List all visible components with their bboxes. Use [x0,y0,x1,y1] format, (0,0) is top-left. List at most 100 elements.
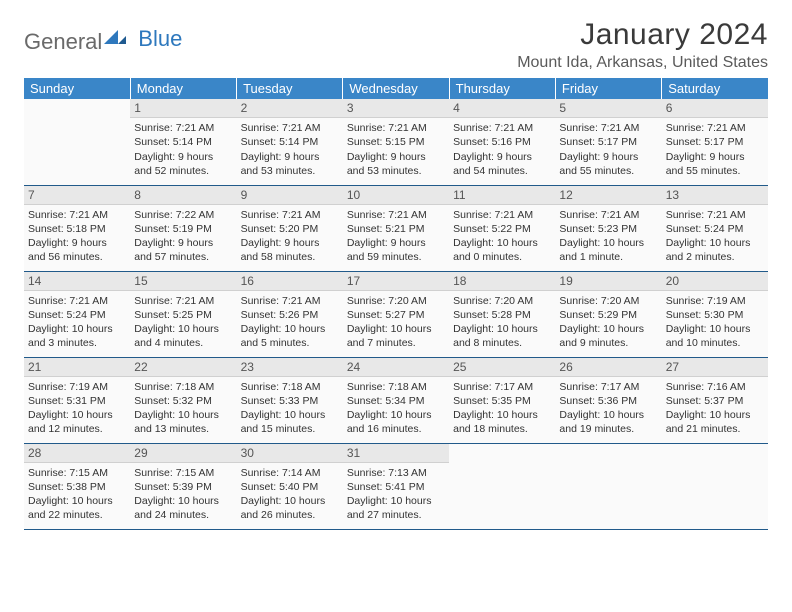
daylight-text: and 19 minutes. [559,422,657,436]
day-cell: 19Sunrise: 7:20 AMSunset: 5:29 PMDayligh… [555,271,661,357]
daylight-text: and 26 minutes. [241,508,339,522]
sunrise-text: Sunrise: 7:21 AM [453,121,551,135]
daylight-text: and 13 minutes. [134,422,232,436]
sunrise-text: Sunrise: 7:16 AM [666,380,764,394]
day-number: 11 [449,186,555,205]
day-number: 6 [662,99,768,118]
day-cell [449,443,555,529]
daylight-text: Daylight: 10 hours [666,322,764,336]
daylight-text: Daylight: 10 hours [134,408,232,422]
sunset-text: Sunset: 5:34 PM [347,394,445,408]
sunset-text: Sunset: 5:25 PM [134,308,232,322]
day-number: 2 [237,99,343,118]
sunset-text: Sunset: 5:39 PM [134,480,232,494]
daylight-text: Daylight: 10 hours [134,494,232,508]
day-cell: 16Sunrise: 7:21 AMSunset: 5:26 PMDayligh… [237,271,343,357]
dow-row: Sunday Monday Tuesday Wednesday Thursday… [24,78,768,99]
day-cell [555,443,661,529]
day-number: 5 [555,99,661,118]
daylight-text: and 52 minutes. [134,164,232,178]
sunset-text: Sunset: 5:41 PM [347,480,445,494]
day-cell: 11Sunrise: 7:21 AMSunset: 5:22 PMDayligh… [449,185,555,271]
sunset-text: Sunset: 5:22 PM [453,222,551,236]
sunset-text: Sunset: 5:14 PM [241,135,339,149]
sunrise-text: Sunrise: 7:18 AM [347,380,445,394]
sunrise-text: Sunrise: 7:17 AM [453,380,551,394]
daylight-text: and 27 minutes. [347,508,445,522]
day-cell: 25Sunrise: 7:17 AMSunset: 5:35 PMDayligh… [449,357,555,443]
daylight-text: and 21 minutes. [666,422,764,436]
dow-sun: Sunday [24,78,130,99]
dow-tue: Tuesday [237,78,343,99]
daylight-text: and 3 minutes. [28,336,126,350]
daylight-text: and 24 minutes. [134,508,232,522]
sunset-text: Sunset: 5:32 PM [134,394,232,408]
sunrise-text: Sunrise: 7:21 AM [347,121,445,135]
daylight-text: Daylight: 10 hours [28,322,126,336]
location: Mount Ida, Arkansas, United States [517,54,768,72]
day-number: 1 [130,99,236,118]
week-row: 21Sunrise: 7:19 AMSunset: 5:31 PMDayligh… [24,357,768,443]
sunrise-text: Sunrise: 7:18 AM [134,380,232,394]
sunrise-text: Sunrise: 7:19 AM [666,294,764,308]
sunrise-text: Sunrise: 7:20 AM [559,294,657,308]
daylight-text: and 5 minutes. [241,336,339,350]
day-cell: 1Sunrise: 7:21 AMSunset: 5:14 PMDaylight… [130,99,236,185]
dow-wed: Wednesday [343,78,449,99]
title-block: January 2024 Mount Ida, Arkansas, United… [517,18,768,72]
sunset-text: Sunset: 5:27 PM [347,308,445,322]
day-number: 24 [343,358,449,377]
day-cell: 21Sunrise: 7:19 AMSunset: 5:31 PMDayligh… [24,357,130,443]
day-number: 4 [449,99,555,118]
daylight-text: Daylight: 10 hours [453,236,551,250]
sunrise-text: Sunrise: 7:13 AM [347,466,445,480]
day-number: 23 [237,358,343,377]
daylight-text: Daylight: 10 hours [28,408,126,422]
daylight-text: Daylight: 9 hours [134,236,232,250]
sunset-text: Sunset: 5:14 PM [134,135,232,149]
sunset-text: Sunset: 5:20 PM [241,222,339,236]
day-number: 3 [343,99,449,118]
day-number: 21 [24,358,130,377]
daylight-text: Daylight: 9 hours [666,150,764,164]
daylight-text: and 15 minutes. [241,422,339,436]
sunset-text: Sunset: 5:17 PM [666,135,764,149]
daylight-text: and 12 minutes. [28,422,126,436]
day-cell: 2Sunrise: 7:21 AMSunset: 5:14 PMDaylight… [237,99,343,185]
sunset-text: Sunset: 5:24 PM [28,308,126,322]
sunrise-text: Sunrise: 7:21 AM [559,121,657,135]
day-number: 19 [555,272,661,291]
day-cell: 7Sunrise: 7:21 AMSunset: 5:18 PMDaylight… [24,185,130,271]
day-number: 18 [449,272,555,291]
day-cell: 23Sunrise: 7:18 AMSunset: 5:33 PMDayligh… [237,357,343,443]
daylight-text: Daylight: 10 hours [241,494,339,508]
sunset-text: Sunset: 5:18 PM [28,222,126,236]
sunrise-text: Sunrise: 7:21 AM [241,208,339,222]
daylight-text: and 18 minutes. [453,422,551,436]
daylight-text: and 7 minutes. [347,336,445,350]
month-title: January 2024 [517,18,768,52]
day-number: 9 [237,186,343,205]
sunset-text: Sunset: 5:30 PM [666,308,764,322]
daylight-text: and 4 minutes. [134,336,232,350]
week-row: 7Sunrise: 7:21 AMSunset: 5:18 PMDaylight… [24,185,768,271]
week-row: 28Sunrise: 7:15 AMSunset: 5:38 PMDayligh… [24,443,768,529]
sunset-text: Sunset: 5:21 PM [347,222,445,236]
sunrise-text: Sunrise: 7:20 AM [453,294,551,308]
day-cell: 17Sunrise: 7:20 AMSunset: 5:27 PMDayligh… [343,271,449,357]
day-cell: 8Sunrise: 7:22 AMSunset: 5:19 PMDaylight… [130,185,236,271]
daylight-text: and 53 minutes. [241,164,339,178]
day-cell: 12Sunrise: 7:21 AMSunset: 5:23 PMDayligh… [555,185,661,271]
sunrise-text: Sunrise: 7:21 AM [28,208,126,222]
daylight-text: and 8 minutes. [453,336,551,350]
day-cell: 3Sunrise: 7:21 AMSunset: 5:15 PMDaylight… [343,99,449,185]
day-cell: 31Sunrise: 7:13 AMSunset: 5:41 PMDayligh… [343,443,449,529]
calendar-body: 1 Sunrise: 7:21 AM Sunset: 5:14 PM Daylight… [24,99,768,529]
sunset-text: Sunset: 5:35 PM [453,394,551,408]
dow-mon: Monday [130,78,236,99]
sunrise-text: Sunrise: 7:15 AM [134,466,232,480]
daylight-text: and 0 minutes. [453,250,551,264]
sunrise-text: Sunrise: 7:22 AM [134,208,232,222]
day-cell: 6Sunrise: 7:21 AMSunset: 5:17 PMDaylight… [662,99,768,185]
sunrise-text: Sunrise: 7:21 AM [134,294,232,308]
